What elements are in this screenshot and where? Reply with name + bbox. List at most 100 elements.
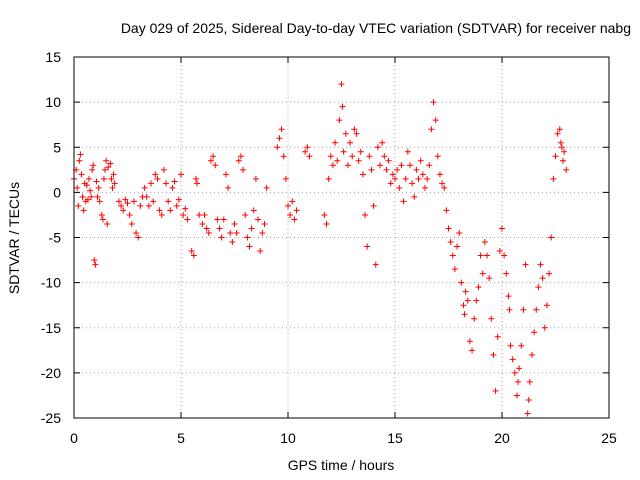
data-point [368, 166, 375, 173]
data-point [99, 216, 106, 223]
data-point [505, 293, 512, 300]
data-point [152, 171, 159, 178]
data-point [344, 162, 351, 169]
data-point [488, 315, 495, 322]
data-point [222, 171, 229, 178]
data-point [336, 117, 343, 124]
data-point [494, 333, 501, 340]
data-point [381, 153, 388, 160]
data-point [406, 162, 413, 169]
data-point [522, 261, 529, 268]
data-point [469, 347, 476, 354]
data-point [306, 153, 313, 160]
data-point [327, 153, 334, 160]
data-point [104, 220, 111, 227]
x-tick-label: 25 [601, 430, 617, 446]
data-point [543, 302, 550, 309]
data-point [413, 166, 420, 173]
x-tick-label: 10 [280, 430, 296, 446]
data-point [561, 148, 568, 155]
data-point [481, 239, 488, 246]
data-point [377, 162, 384, 169]
data-point [415, 175, 422, 182]
data-point [473, 297, 480, 304]
data-point [394, 166, 401, 173]
data-point [558, 144, 565, 151]
data-point [163, 180, 170, 187]
data-point [196, 211, 203, 218]
data-point [392, 175, 398, 182]
data-point [252, 175, 259, 182]
data-point [359, 171, 366, 178]
data-point [184, 216, 191, 223]
x-axis-label: GPS time / hours [288, 457, 395, 473]
data-point [526, 378, 533, 385]
data-point [528, 351, 535, 358]
data-point [546, 270, 553, 277]
data-point [227, 229, 234, 236]
data-point [148, 180, 155, 187]
data-point [74, 184, 81, 191]
y-axis-label: SDTVAR / TECUs [6, 182, 22, 294]
data-point [559, 157, 566, 164]
data-point [353, 130, 360, 137]
x-tick-label: 15 [387, 430, 403, 446]
data-point [334, 157, 341, 164]
data-point [291, 216, 298, 223]
data-point [278, 126, 285, 133]
grid-layer [74, 57, 609, 418]
data-point [79, 193, 86, 200]
data-point [548, 234, 555, 241]
data-point [212, 162, 219, 169]
data-point [231, 220, 238, 227]
data-point [171, 178, 178, 185]
data-point [85, 175, 92, 182]
data-point [479, 270, 486, 277]
data-point [411, 193, 418, 200]
data-point [370, 202, 377, 209]
data-point [248, 225, 255, 232]
x-tick-label: 0 [70, 430, 78, 446]
data-point [419, 171, 426, 178]
data-point [496, 248, 503, 255]
data-point [242, 211, 249, 218]
data-point [557, 139, 564, 146]
data-point [91, 257, 98, 264]
data-point [201, 211, 208, 218]
data-point [379, 139, 386, 146]
data-point [396, 184, 403, 191]
data-point [110, 171, 117, 178]
data-point [89, 166, 96, 173]
data-point [250, 207, 257, 214]
data-point [108, 175, 115, 182]
data-point [98, 211, 105, 218]
data-point [347, 139, 354, 146]
data-point [460, 302, 467, 309]
data-point [233, 229, 240, 236]
data-point [192, 175, 199, 182]
data-point [340, 148, 347, 155]
data-point [456, 229, 463, 236]
data-point [257, 248, 264, 255]
data-point [436, 171, 443, 178]
y-tick-label: 15 [45, 49, 61, 65]
data-point [506, 306, 513, 313]
data-point [475, 284, 482, 291]
data-point [285, 202, 291, 209]
data-point [524, 410, 531, 417]
data-point [332, 139, 339, 146]
data-point [203, 225, 210, 232]
data-point [190, 252, 197, 259]
data-point [364, 243, 371, 250]
data-point [509, 356, 516, 363]
data-point [439, 180, 446, 187]
data-point [484, 252, 491, 259]
data-point [293, 207, 300, 214]
data-point [520, 306, 527, 313]
data-point [525, 396, 532, 403]
data-point [385, 157, 392, 164]
data-point [93, 178, 100, 185]
data-point [515, 378, 522, 385]
data-point [451, 266, 458, 273]
data-point [100, 175, 107, 182]
